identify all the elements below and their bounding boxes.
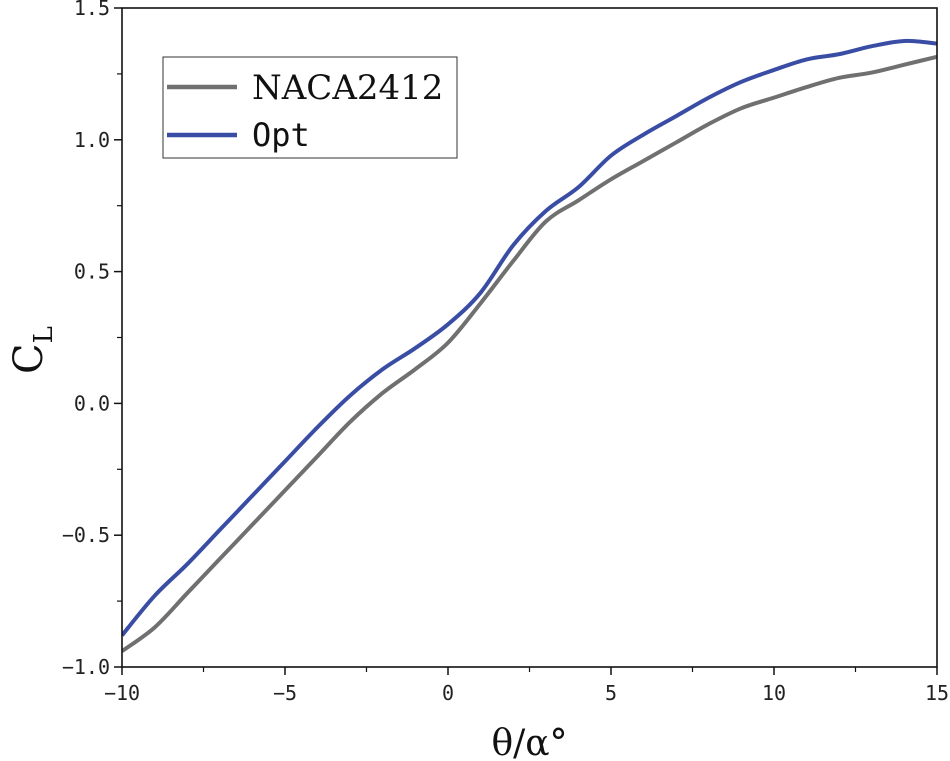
series-line-naca2412	[122, 54, 937, 653]
legend-label-naca2412: NACA2412	[252, 68, 443, 108]
y-axis-title-subscript: L	[29, 326, 59, 343]
y-tick-label: 0.5	[74, 260, 110, 284]
x-tick-label: −5	[273, 681, 297, 705]
x-axis-title: θ/α°	[491, 723, 567, 761]
x-tick-label: 5	[605, 681, 617, 705]
y-tick-label: 0.0	[74, 391, 110, 415]
x-tick-label: 0	[442, 681, 454, 705]
y-tick-label: −1.0	[62, 655, 110, 679]
svg-text:CL: CL	[6, 326, 59, 374]
y-tick-label: 1.0	[74, 128, 110, 152]
series-layer	[122, 38, 937, 653]
x-tick-label: −10	[104, 681, 140, 705]
series-line-opt	[122, 38, 937, 637]
legend-label-opt: Opt	[252, 116, 310, 154]
y-tick-label: −0.5	[62, 523, 110, 547]
y-axis-title: CL	[6, 326, 59, 374]
legend: NACA2412 Opt	[162, 56, 458, 159]
ticks-layer: −10 −5 0 5 10 15 −1.0 −0.5 0.0 0.5 1.0 1.5	[62, 0, 949, 705]
y-axis-title-main: C	[6, 343, 52, 374]
y-tick-label: 1.5	[74, 0, 110, 20]
x-tick-label: 15	[925, 681, 949, 705]
legend-box	[162, 56, 458, 159]
x-tick-label: 10	[762, 681, 786, 705]
